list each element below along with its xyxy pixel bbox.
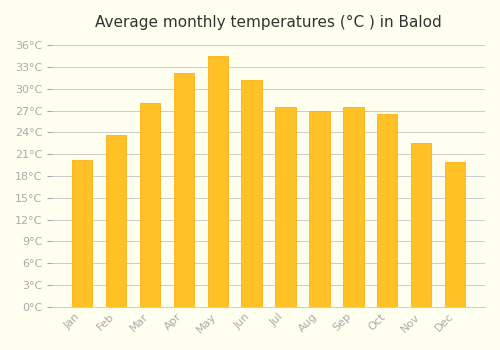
Bar: [343, 107, 363, 307]
Title: Average monthly temperatures (°C ) in Balod: Average monthly temperatures (°C ) in Ba…: [95, 15, 442, 30]
Bar: [72, 160, 92, 307]
Bar: [276, 107, 295, 307]
Bar: [411, 144, 432, 307]
Bar: [445, 162, 466, 307]
Bar: [377, 114, 398, 307]
Bar: [208, 56, 228, 307]
Bar: [106, 135, 126, 307]
Bar: [242, 80, 262, 307]
Bar: [310, 111, 330, 307]
Bar: [140, 104, 160, 307]
Bar: [174, 73, 194, 307]
